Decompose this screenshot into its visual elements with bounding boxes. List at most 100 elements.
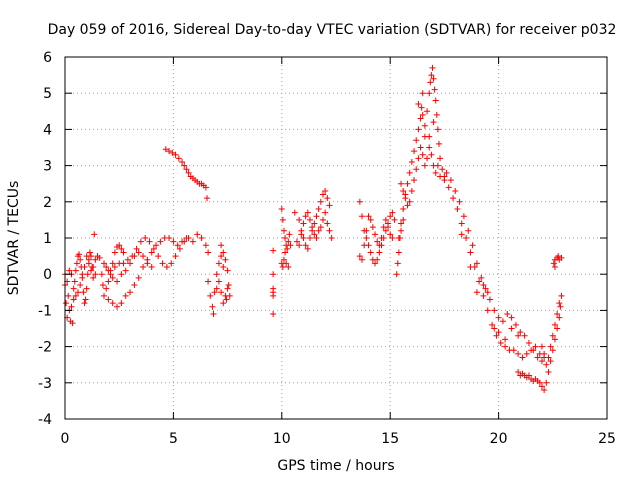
data-point [554, 311, 561, 318]
data-point [408, 158, 415, 165]
data-point [499, 318, 506, 325]
data-point [68, 303, 75, 310]
data-point [131, 282, 138, 289]
data-point [326, 202, 333, 209]
data-point [157, 238, 164, 245]
data-point [185, 169, 192, 176]
data-point [111, 263, 118, 270]
data-point [326, 227, 333, 234]
data-point [287, 242, 294, 249]
data-point [534, 354, 541, 361]
data-point [270, 247, 277, 254]
data-point [495, 329, 502, 336]
data-point [209, 303, 216, 310]
data-point [306, 235, 313, 241]
data-point [302, 213, 309, 220]
data-point [454, 206, 461, 213]
data-point [66, 267, 73, 274]
series-cluster-10-12 [278, 187, 335, 270]
data-point [508, 314, 515, 321]
data-point [519, 354, 526, 361]
data-point [555, 253, 562, 260]
data-point [296, 216, 303, 223]
data-point [194, 231, 201, 238]
data-point [215, 278, 222, 285]
data-point [155, 253, 162, 260]
data-point [426, 144, 433, 151]
data-point [83, 253, 90, 260]
data-point [430, 75, 437, 82]
series-peak-15-18 [393, 64, 448, 278]
data-point [127, 289, 134, 296]
data-point [432, 97, 439, 104]
data-point [395, 249, 402, 256]
data-point [504, 311, 511, 318]
data-point [356, 198, 363, 205]
data-point [205, 278, 212, 285]
data-point [430, 119, 437, 126]
data-point [80, 289, 87, 296]
data-point [313, 213, 320, 220]
data-point [142, 235, 149, 241]
data-point [382, 216, 389, 223]
data-point [120, 249, 127, 256]
data-point [480, 292, 487, 299]
data-point [372, 231, 379, 238]
data-point [70, 285, 77, 292]
data-point [69, 320, 76, 327]
x-tick-label: 0 [61, 431, 70, 447]
data-point [213, 271, 220, 278]
data-point [162, 146, 169, 153]
data-point [140, 263, 147, 270]
data-point [394, 260, 401, 267]
data-point [79, 271, 86, 278]
data-point [536, 379, 543, 386]
data-point [359, 256, 366, 263]
data-point [304, 209, 311, 216]
data-point [286, 231, 293, 238]
data-point [105, 278, 112, 285]
data-point [317, 198, 324, 205]
data-point [90, 263, 97, 270]
data-point [530, 347, 537, 354]
data-point [215, 260, 222, 267]
data-point [463, 235, 470, 241]
data-point [127, 260, 134, 267]
data-point [452, 187, 459, 194]
data-point [406, 198, 413, 205]
data-point [293, 238, 300, 245]
data-point [185, 235, 192, 241]
data-point [84, 271, 91, 278]
data-point [538, 358, 545, 365]
data-point [502, 343, 509, 350]
data-point [169, 149, 176, 156]
y-tick-label: 1 [43, 231, 52, 247]
data-point [220, 249, 227, 256]
y-tick-label: 0 [43, 267, 52, 283]
data-point [70, 296, 77, 303]
data-point [101, 292, 108, 299]
data-point [435, 140, 442, 147]
data-point [547, 343, 554, 350]
data-point [404, 180, 411, 187]
data-point [372, 260, 379, 267]
data-point [433, 111, 440, 118]
data-point [378, 235, 385, 241]
data-point [415, 155, 422, 162]
data-point [359, 213, 366, 220]
data-point [460, 213, 467, 220]
data-point [493, 332, 500, 339]
data-point [489, 321, 496, 328]
data-point [75, 289, 82, 296]
data-point [90, 274, 97, 281]
data-point [356, 253, 363, 260]
data-point [391, 216, 398, 223]
data-point [458, 220, 465, 227]
data-point [315, 206, 322, 213]
data-point [285, 263, 292, 270]
data-point [131, 253, 138, 260]
series-decline-17-23 [441, 169, 548, 365]
x-tick-label: 5 [169, 431, 178, 447]
data-points [62, 64, 565, 394]
